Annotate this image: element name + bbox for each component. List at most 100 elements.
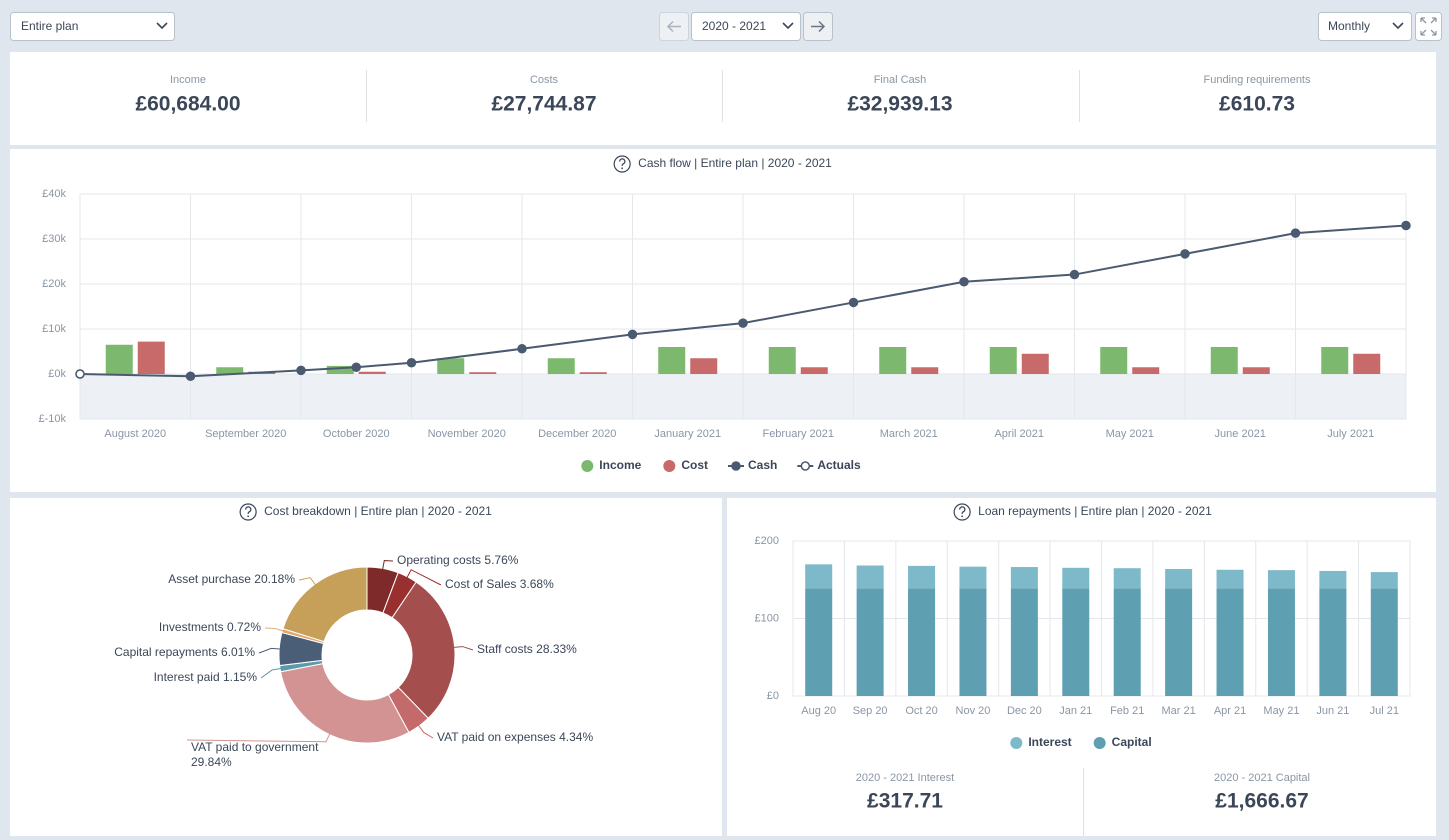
interval-select[interactable]: Monthly bbox=[1318, 12, 1412, 41]
slice-name: VAT paid to government bbox=[191, 740, 319, 754]
legend-label: Cash bbox=[748, 458, 777, 472]
kpi-label: Costs bbox=[530, 74, 559, 86]
bar bbox=[1321, 347, 1349, 374]
fullscreen-button[interactable] bbox=[1415, 12, 1442, 41]
bar bbox=[1370, 588, 1398, 696]
x-tick-label: July 2021 bbox=[1327, 428, 1374, 440]
x-tick-label: November 2020 bbox=[428, 428, 506, 440]
x-tick-label: September 2020 bbox=[205, 428, 286, 440]
interval-select-box[interactable] bbox=[1318, 12, 1412, 41]
chevron bbox=[1392, 22, 1404, 30]
leader-line bbox=[258, 647, 284, 654]
leader-line bbox=[260, 667, 285, 679]
help-icon-dot bbox=[247, 515, 250, 518]
slice-value: 3.68% bbox=[520, 577, 554, 591]
bar bbox=[1319, 570, 1347, 589]
slice-name: Operating costs bbox=[397, 553, 481, 567]
period-select-box[interactable] bbox=[691, 12, 801, 41]
help-icon-glyph bbox=[244, 506, 252, 514]
plan-select-box[interactable] bbox=[10, 12, 175, 41]
line bbox=[79, 224, 1407, 378]
slice-name: VAT paid on expenses bbox=[437, 730, 556, 744]
slice-value: 6.01% bbox=[221, 645, 255, 659]
kpi-value: £27,744.87 bbox=[491, 93, 596, 116]
x-tick-label: October 2020 bbox=[323, 428, 390, 440]
x-tick-label: February 2021 bbox=[762, 428, 834, 440]
legend-marker bbox=[1093, 737, 1106, 749]
slice-label: Asset purchase 20.18% bbox=[168, 572, 295, 586]
plan-select-text[interactable]: Entire plan bbox=[21, 19, 78, 33]
y-tick-label: £40k bbox=[42, 188, 66, 200]
x-tick-label: Nov 20 bbox=[956, 705, 991, 717]
chart-title: Loan repayments | Entire plan | 2020 - 2… bbox=[978, 504, 1212, 518]
legend-marker bbox=[731, 461, 741, 471]
slice-value: 20.18% bbox=[254, 572, 295, 586]
period-select[interactable]: 2020 - 2021 bbox=[691, 12, 801, 41]
slice-name: Capital repayments bbox=[114, 645, 217, 659]
slice-label: Investments 0.72% bbox=[159, 620, 261, 634]
arrow-right bbox=[811, 20, 826, 33]
bar bbox=[105, 344, 133, 374]
x-tick-label: March 2021 bbox=[880, 428, 938, 440]
slice-value: 5.76% bbox=[484, 553, 518, 567]
help-icon-dot bbox=[621, 167, 624, 170]
leader-line bbox=[416, 722, 434, 739]
bar bbox=[437, 358, 465, 374]
bar bbox=[658, 347, 686, 374]
legend-label: Interest bbox=[1028, 735, 1071, 749]
slice bbox=[282, 566, 368, 643]
bar bbox=[1132, 367, 1160, 374]
x-tick-label: Jul 21 bbox=[1370, 705, 1399, 717]
point bbox=[75, 369, 85, 379]
slice-value: 1.15% bbox=[223, 670, 257, 684]
leader-line bbox=[450, 646, 474, 651]
arrow-left bbox=[666, 20, 681, 33]
slice-label: Operating costs 5.76% bbox=[397, 553, 519, 567]
bar bbox=[805, 588, 833, 696]
next-button[interactable] bbox=[803, 12, 833, 41]
x-tick-label: December 2020 bbox=[538, 428, 616, 440]
bar bbox=[579, 372, 607, 374]
slice-label: Interest paid 1.15% bbox=[154, 670, 258, 684]
legend-label: Capital bbox=[1112, 735, 1152, 749]
point bbox=[185, 371, 196, 381]
bar bbox=[1010, 588, 1038, 696]
help-icon-glyph bbox=[619, 158, 626, 166]
x-tick-label: May 2021 bbox=[1106, 428, 1154, 440]
bar bbox=[1267, 570, 1295, 589]
bar bbox=[879, 347, 907, 374]
legend: Interest Capital bbox=[1010, 735, 1152, 749]
slice bbox=[280, 663, 410, 744]
point bbox=[351, 362, 361, 372]
help-icon-dot bbox=[961, 515, 964, 518]
point bbox=[517, 344, 527, 354]
prev-button[interactable] bbox=[659, 12, 689, 41]
legend-marker bbox=[663, 460, 676, 472]
bar bbox=[1319, 588, 1347, 696]
kpi-label: Funding requirements bbox=[1203, 74, 1311, 86]
interval-select-text[interactable]: Monthly bbox=[1328, 19, 1370, 33]
help-icon-glyph bbox=[958, 506, 966, 514]
plan-select[interactable]: Entire plan bbox=[10, 12, 175, 41]
bar bbox=[137, 341, 165, 374]
point bbox=[1180, 249, 1190, 259]
kpi-label: Income bbox=[170, 74, 206, 86]
leader-line bbox=[405, 569, 442, 586]
y-tick-label: £20k bbox=[42, 278, 66, 290]
kpi-label: Final Cash bbox=[874, 74, 927, 86]
point bbox=[1290, 228, 1301, 238]
period-select-text[interactable]: 2020 - 2021 bbox=[702, 19, 766, 33]
y-tick-label: £0k bbox=[48, 368, 66, 380]
bar bbox=[1353, 353, 1381, 374]
bar bbox=[908, 565, 936, 589]
legend-label: Cost bbox=[681, 458, 708, 472]
slice-label: Cost of Sales 3.68% bbox=[445, 577, 554, 591]
bar bbox=[1021, 353, 1049, 374]
x-tick-label: May 21 bbox=[1263, 705, 1299, 717]
help-icon bbox=[953, 503, 971, 521]
slice-name: Staff costs bbox=[477, 642, 533, 656]
bar bbox=[469, 372, 497, 374]
point bbox=[1401, 220, 1411, 231]
fullscreen-box[interactable] bbox=[1415, 12, 1442, 41]
chart-title: Cost breakdown | Entire plan | 2020 - 20… bbox=[264, 504, 492, 518]
